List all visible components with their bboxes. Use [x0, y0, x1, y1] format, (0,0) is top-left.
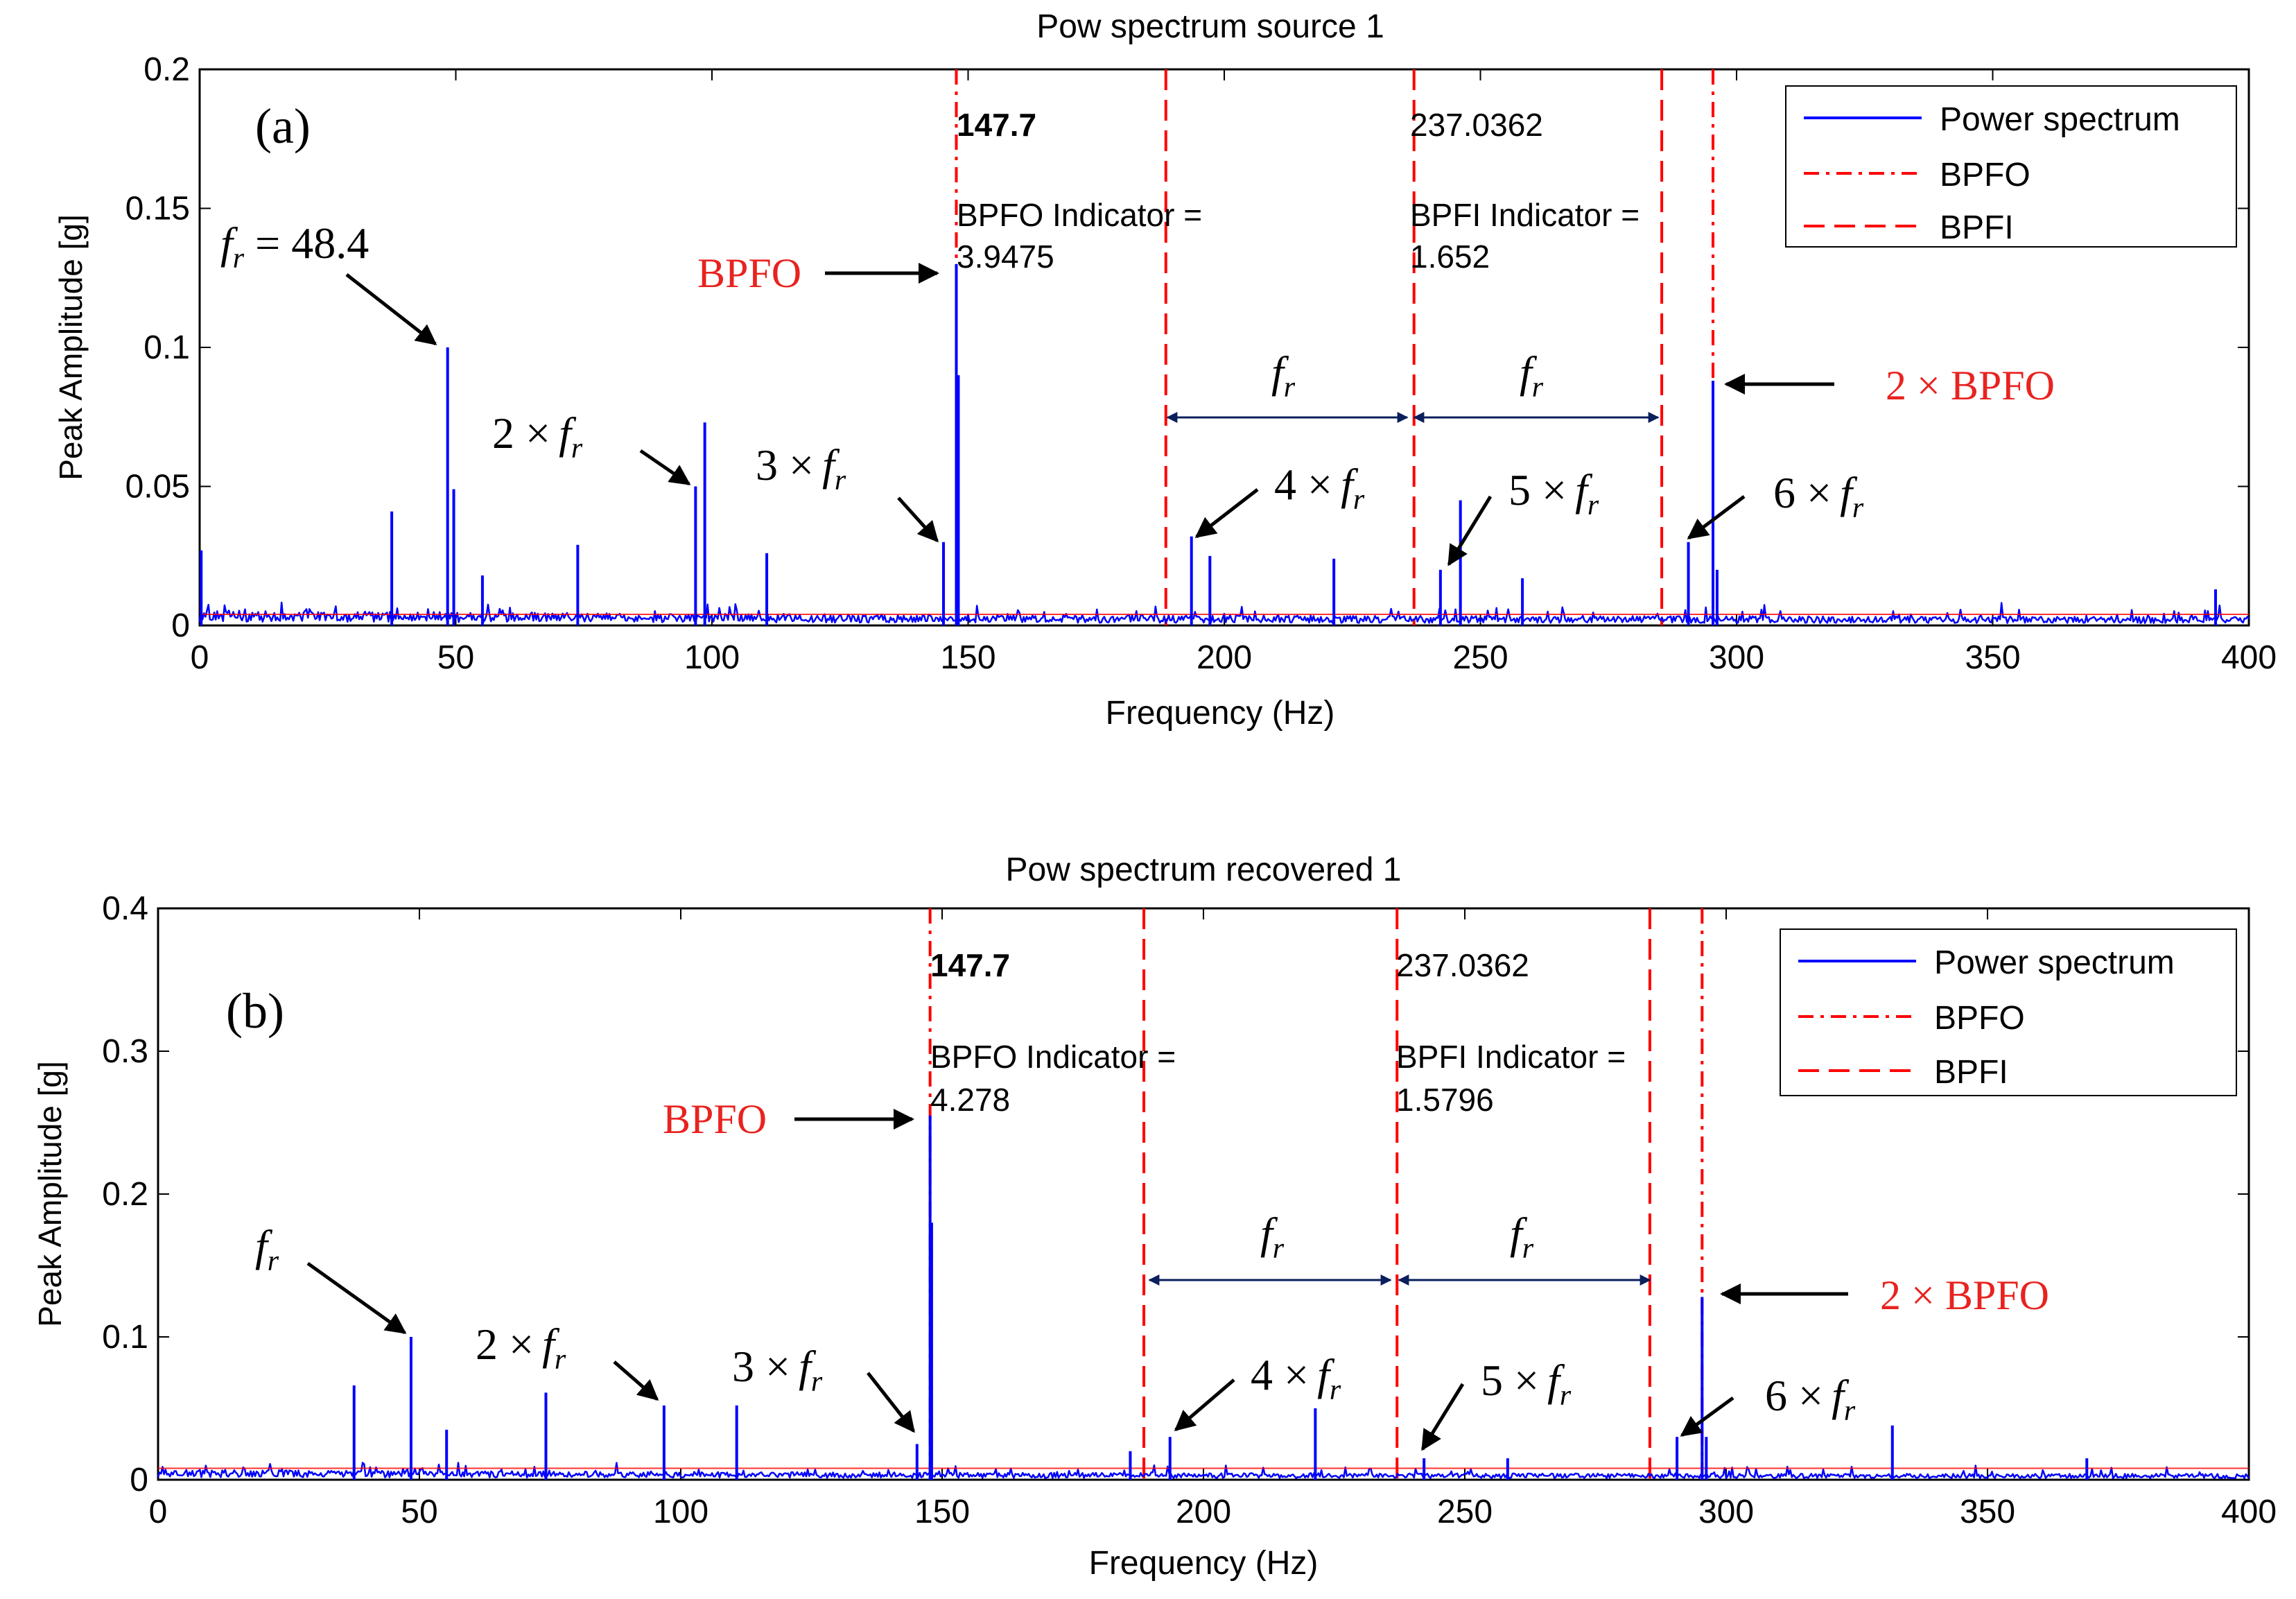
- chart-a-xtick-label: 150: [940, 639, 995, 676]
- chart-b-4fr-label: 4 × fr: [1251, 1350, 1341, 1406]
- chart-b-legend: Power spectrum BPFO BPFI: [1780, 928, 2237, 1096]
- chart-b-ytick-label: 0.2: [102, 1176, 148, 1213]
- chart-b-2fr-label: 2 × fr: [476, 1320, 566, 1376]
- chart-b-bpfo-indicator-value: 4.278: [930, 1082, 1010, 1118]
- chart-b-bpfo-indicator-label: BPFO Indicator =: [930, 1039, 1176, 1075]
- chart-b-xlabel: Frequency (Hz): [1089, 1545, 1319, 1582]
- chart-b-2bpfo-label: 2 × BPFO: [1880, 1272, 2049, 1318]
- chart-b-ytick-label: 0.4: [102, 890, 148, 927]
- chart-b-ylabel: Peak Amplitude [g]: [32, 1061, 68, 1327]
- chart-a-xtick-label: 100: [684, 639, 740, 676]
- chart-a-ytick-label: 0.2: [144, 51, 190, 88]
- chart-a-legend-bpfo: BPFO: [1940, 157, 2030, 193]
- chart-a-annotations: fr = 48.4 2 × fr 3 × fr 4 × fr 5 × fr 6 × fr: [220, 218, 2055, 567]
- chart-a-ytick-label: 0.05: [125, 469, 190, 505]
- chart-a-bpfo-value: 147.7: [957, 107, 1036, 143]
- chart-b-xtick-label: 250: [1437, 1494, 1493, 1530]
- chart-a-2fr-label: 2 × fr: [492, 408, 583, 465]
- chart-b-ytick-label: 0.1: [102, 1319, 148, 1356]
- chart-a-bpfo-indicator-label: BPFO Indicator =: [957, 197, 1202, 233]
- chart-a-fr-span-1-label: fr: [1271, 347, 1296, 404]
- chart-b-panel-label: (b): [226, 983, 284, 1039]
- chart-b-ytick-label: 0.3: [102, 1033, 148, 1070]
- chart-a-xlabel: Frequency (Hz): [1106, 695, 1335, 732]
- chart-b-bpfi-indicator-label: BPFI Indicator =: [1396, 1039, 1626, 1075]
- chart-a-xtick-label: 200: [1197, 639, 1252, 676]
- chart-a-fr-label: fr = 48.4: [220, 218, 369, 275]
- chart-a-xtick-label: 250: [1452, 639, 1508, 676]
- chart-a-bpfi-indicator-value: 1.652: [1410, 239, 1490, 275]
- chart-b-legend-bpfo: BPFO: [1934, 1000, 2025, 1037]
- chart-a-spectrum: [198, 263, 2250, 625]
- chart-a-panel-label: (a): [255, 98, 311, 154]
- chart-b-fr-span-2-label: fr: [1510, 1209, 1534, 1265]
- chart-b-xtick-label: 150: [914, 1494, 970, 1530]
- chart-b-xtick-label: 400: [2221, 1494, 2277, 1530]
- chart-b-5fr-label: 5 × fr: [1481, 1356, 1572, 1412]
- chart-b-3fr-label: 3 × fr: [732, 1342, 823, 1398]
- chart-b-title: Pow spectrum recovered 1: [1006, 852, 1402, 888]
- chart-a-ytick-label: 0: [171, 607, 190, 644]
- chart-b-xtick-label: 350: [1960, 1494, 2015, 1530]
- chart-a-xtick-label: 300: [1709, 639, 1764, 676]
- chart-a-xtick-label: 350: [1965, 639, 2020, 676]
- chart-b-xtick-label: 200: [1176, 1494, 1231, 1530]
- chart-b-xtick-label: 300: [1698, 1494, 1754, 1530]
- chart-a-5fr-label: 5 × fr: [1508, 465, 1599, 521]
- chart-a-bpfo-label: BPFO: [697, 250, 801, 296]
- chart-a-bpfi-value: 237.0362: [1410, 107, 1543, 143]
- chart-a-bpfi-indicator-label: BPFI Indicator =: [1410, 197, 1640, 233]
- chart-b-spectrum: [157, 1115, 2250, 1480]
- chart-a-ytick-label: 0.15: [125, 191, 190, 227]
- chart-b-spectrum-noise: [157, 1462, 2250, 1480]
- chart-b-xtick-label: 0: [149, 1494, 168, 1530]
- chart-a-ylabel: Peak Amplitude [g]: [53, 214, 89, 481]
- chart-a-y-ticks: 0 0.05 0.1 0.15 0.2: [125, 51, 2249, 644]
- chart-a-xtick-label: 400: [2221, 639, 2277, 676]
- chart-b-y-ticks: 0 0.1 0.2 0.3 0.4: [102, 890, 2249, 1498]
- chart-a-legend-bpfi: BPFI: [1940, 209, 2014, 246]
- chart-b-xtick-label: 100: [653, 1494, 708, 1530]
- chart-panel-b: Pow spectrum recovered 1 0 0.1 0.2 0.3 0.4 0…: [32, 852, 2277, 1582]
- chart-a-title: Pow spectrum source 1: [1036, 8, 1384, 45]
- chart-a-3fr-label: 3 × fr: [756, 440, 846, 496]
- chart-b-legend-spectrum: Power spectrum: [1934, 944, 2175, 981]
- chart-b-xtick-label: 50: [401, 1494, 437, 1530]
- chart-a-ytick-label: 0.1: [144, 329, 190, 366]
- chart-b-bpfi-value: 237.0362: [1396, 947, 1529, 983]
- chart-b-bpfo-label: BPFO: [663, 1096, 767, 1142]
- chart-a-4fr-label: 4 × fr: [1274, 460, 1365, 516]
- chart-a-xtick-label: 50: [437, 639, 474, 676]
- chart-b-bpfi-indicator-value: 1.5796: [1396, 1082, 1494, 1118]
- chart-b-x-ticks: 0 50 100 150 200 250 300 350 400: [149, 908, 2277, 1530]
- chart-a-6fr-label: 6 × fr: [1773, 468, 1864, 524]
- chart-a-legend-spectrum: Power spectrum: [1940, 101, 2180, 138]
- chart-a-legend: Power spectrum BPFO BPFI: [1785, 85, 2237, 248]
- chart-a-x-ticks: 0 50 100 150 200 250 300 350 400: [191, 69, 2277, 676]
- chart-panel-a: Pow spectrum source 1 0 0.05 0.1 0.15 0.2 0 5…: [53, 8, 2277, 732]
- chart-b-legend-bpfi: BPFI: [1934, 1054, 2008, 1091]
- chart-b-6fr-label: 6 × fr: [1765, 1371, 1856, 1427]
- chart-a-xtick-label: 0: [191, 639, 209, 676]
- chart-a-bpfo-indicator-value: 3.9475: [957, 239, 1054, 275]
- chart-b-ytick-label: 0: [130, 1462, 148, 1498]
- chart-b-bpfo-value: 147.7: [930, 947, 1010, 983]
- chart-a-2bpfo-label: 2 × BPFO: [1886, 363, 2055, 408]
